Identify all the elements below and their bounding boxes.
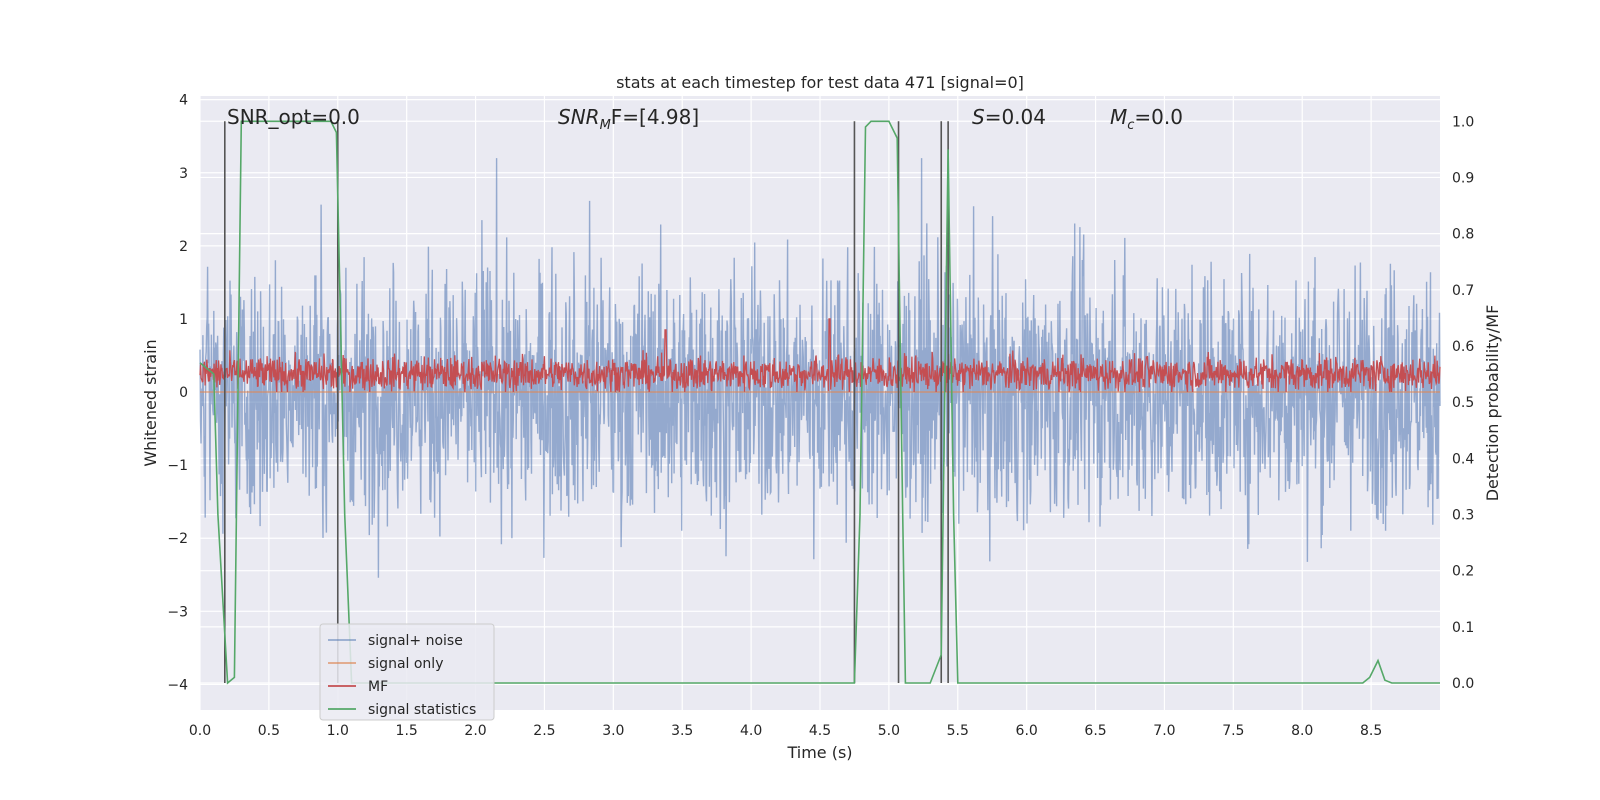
chart-title: stats at each timestep for test data 471… — [616, 73, 1024, 92]
y-axis-label-left: Whitened strain — [141, 339, 160, 466]
annotation-snr-mf-sub: M — [600, 118, 611, 133]
x-tick-label: 2.5 — [533, 723, 555, 739]
y-tick-label-right: 0.0 — [1452, 676, 1474, 692]
x-tick-label: 1.0 — [327, 723, 349, 739]
y-tick-labels-left: 4 3 2 1 0 −1 −2 −3 −4 — [167, 93, 188, 694]
annotation-s: S=0.04 — [972, 105, 1046, 129]
y-tick-label-right: 1.0 — [1452, 114, 1474, 130]
y-tick-label-left: −3 — [167, 604, 188, 620]
x-tick-label: 1.5 — [396, 723, 418, 739]
x-tick-label: 7.0 — [1153, 723, 1175, 739]
x-tick-label: 0.0 — [189, 723, 211, 739]
x-tick-label: 4.0 — [740, 723, 762, 739]
line-signal-statistics — [199, 120, 1440, 685]
annotation-snr-mf-rest: F=[4.98] — [611, 105, 699, 129]
series-mf — [199, 318, 1441, 393]
y-tick-label-left: 3 — [179, 166, 188, 182]
y-tick-label-left: 2 — [179, 239, 188, 255]
x-tick-label: 5.5 — [947, 723, 969, 739]
legend-label-mf: MF — [368, 679, 388, 695]
line-signal-noise — [199, 158, 1441, 578]
y-tick-label-left: 1 — [179, 312, 188, 328]
x-tick-label: 8.0 — [1291, 723, 1313, 739]
annotation-snr-opt: SNR_opt=0.0 — [227, 105, 360, 129]
annotation-mc-rest: =0.0 — [1134, 105, 1183, 129]
x-tick-labels: 0.0 0.5 1.0 1.5 2.0 2.5 3.0 3.5 4.0 4.5 5.0 5.5 6.0 6… — [189, 723, 1382, 739]
x-tick-label: 6.5 — [1084, 723, 1106, 739]
annotation-s-base: S — [972, 105, 985, 129]
x-tick-label: 0.5 — [258, 723, 280, 739]
y-tick-label-right: 0.8 — [1452, 227, 1474, 243]
y-tick-labels-right: 1.0 0.9 0.8 0.7 0.6 0.5 0.4 0.3 0.2 0.1 0.0 — [1452, 114, 1474, 692]
y-tick-label-right: 0.3 — [1452, 508, 1474, 524]
y-tick-label-left: −4 — [167, 677, 188, 693]
annotation-mc-base: M — [1110, 105, 1127, 129]
y-tick-label-right: 0.7 — [1452, 283, 1474, 299]
annotation-mc: Mc=0.0 — [1110, 105, 1183, 133]
y-tick-label-right: 0.6 — [1452, 339, 1474, 355]
y-axis-label-right: Detection probability/MF — [1483, 305, 1502, 502]
legend-box — [319, 623, 495, 721]
legend-label-signal-noise: signal+ noise — [368, 633, 463, 649]
x-axis-label: Time (s) — [786, 743, 852, 762]
y-tick-label-right: 0.9 — [1452, 170, 1474, 186]
x-tick-label: 6.0 — [1016, 723, 1038, 739]
legend: signal+ noise signal only MF signal stat… — [319, 623, 495, 721]
series-signal-statistics — [199, 120, 1440, 685]
x-tick-label: 8.5 — [1360, 723, 1382, 739]
annotation-snr-mf: SNRMF=[4.98] — [558, 105, 699, 133]
x-tick-label: 5.0 — [878, 723, 900, 739]
annotation-snr-mf-base: SNR — [558, 105, 600, 129]
x-tick-label: 3.5 — [671, 723, 693, 739]
y-tick-label-right: 0.2 — [1452, 564, 1474, 580]
y-tick-label-left: −2 — [167, 531, 188, 547]
legend-label-signal-only: signal only — [368, 656, 443, 672]
line-mf — [199, 318, 1441, 393]
y-tick-label-right: 0.4 — [1452, 451, 1474, 467]
x-tick-label: 3.0 — [602, 723, 624, 739]
x-tick-label: 7.5 — [1222, 723, 1244, 739]
y-tick-label-left: 0 — [179, 385, 188, 401]
series-signal-noise — [199, 158, 1441, 578]
x-tick-label: 4.5 — [809, 723, 831, 739]
y-tick-label-left: −1 — [167, 458, 188, 474]
annotation-mc-sub: c — [1127, 118, 1134, 133]
y-tick-label-right: 0.1 — [1452, 620, 1474, 636]
legend-label-signal-statistics: signal statistics — [368, 702, 476, 718]
y-tick-label-right: 0.5 — [1452, 395, 1474, 411]
annotation-s-rest: =0.04 — [985, 105, 1046, 129]
y-tick-label-left: 4 — [179, 93, 188, 109]
x-tick-label: 2.0 — [464, 723, 486, 739]
